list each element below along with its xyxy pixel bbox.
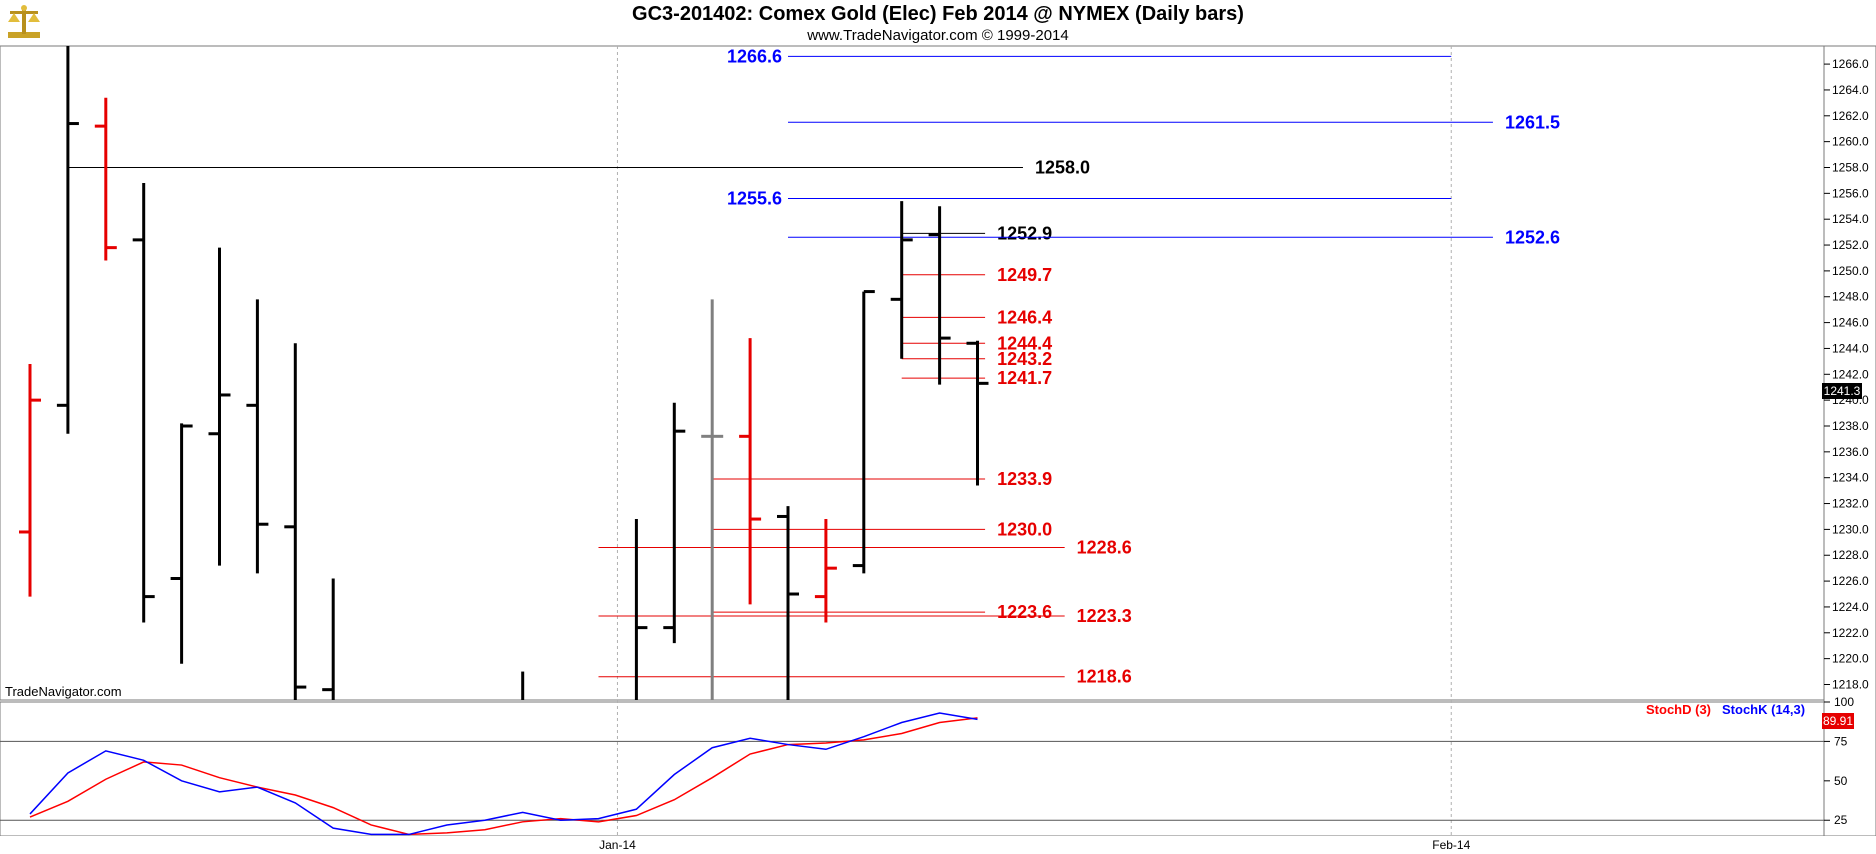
price-tick-label: 1236.0	[1832, 445, 1869, 459]
fib-level-label: 1255.6	[727, 189, 782, 209]
price-tick-label: 1218.0	[1832, 677, 1869, 691]
fib-level-label: 1230.0	[997, 519, 1052, 539]
time-axis-labels: Jan-14 Feb-14	[599, 838, 1470, 852]
price-tick-label: 1220.0	[1832, 652, 1869, 666]
stoch-d-legend: StochD (3)	[1646, 702, 1711, 717]
fib-level-label: 1243.2	[997, 349, 1052, 369]
ohlc-bar	[777, 506, 799, 700]
fib-level-label: 1223.6	[997, 602, 1052, 622]
price-tick-label: 1246.0	[1832, 316, 1869, 330]
price-axis-ticks: 1266.0 1264.0 1262.0 1260.0 1258.0 1256.0 1254…	[1824, 57, 1869, 691]
fib-level-label: 1228.6	[1077, 537, 1132, 557]
stoch-tick-label: 50	[1834, 774, 1848, 788]
fib-level-label: 1252.9	[997, 223, 1052, 243]
ohlc-bar	[966, 340, 989, 486]
stoch-axis-ticks: 100 75 50 25	[1824, 695, 1854, 827]
price-tick-label: 1248.0	[1832, 290, 1869, 304]
ohlc-bar	[284, 343, 307, 700]
stoch-panel[interactable]	[0, 701, 1825, 837]
fib-level-label: 1241.7	[997, 368, 1052, 388]
ohlc-bar	[246, 299, 269, 574]
fib-level-label: 1258.0	[1035, 157, 1090, 177]
price-tick-label: 1230.0	[1832, 522, 1869, 536]
gold-scale-icon	[8, 5, 40, 38]
fib-level-label: 1266.6	[727, 46, 782, 66]
chart-header: GC3-201402: Comex Gold (Elec) Feb 2014 @…	[0, 0, 1876, 46]
time-axis-label: Jan-14	[599, 838, 636, 852]
fib-levels: 1266.6 1261.5 1258.0 1255.6 1252.9 1252.6 1249…	[67, 46, 1560, 687]
price-tick-label: 1266.0	[1832, 57, 1869, 71]
last-price-label: 1241.3	[1824, 384, 1861, 398]
fib-level-label: 1252.6	[1505, 227, 1560, 247]
price-tick-label: 1224.0	[1832, 600, 1869, 614]
stoch-last-label: 89.91	[1823, 714, 1853, 728]
ohlc-bar	[94, 97, 117, 261]
ohlc-bar	[19, 363, 41, 597]
fib-level-label: 1249.7	[997, 265, 1052, 285]
stoch-tick-label: 75	[1834, 734, 1848, 748]
price-tick-label: 1222.0	[1832, 626, 1869, 640]
ohlc-bar	[814, 519, 837, 623]
fib-level-label: 1261.5	[1505, 112, 1560, 132]
price-panel[interactable]	[0, 45, 1825, 701]
fib-level-label: 1244.4	[997, 333, 1052, 353]
stoch-tick-label: 100	[1834, 695, 1854, 709]
price-tick-label: 1250.0	[1832, 264, 1869, 278]
price-axis	[1823, 45, 1876, 837]
price-tick-label: 1238.0	[1832, 419, 1869, 433]
stoch-tick-label: 25	[1834, 813, 1848, 827]
ohlc-bar	[852, 290, 875, 574]
ohlc-bar	[132, 183, 155, 623]
ohlc-bars	[19, 46, 989, 700]
ohlc-bar	[634, 519, 648, 700]
stoch-k-line	[29, 712, 978, 836]
ohlc-bar	[890, 201, 913, 359]
time-axis-label: Feb-14	[1432, 838, 1470, 852]
ohlc-bar	[56, 46, 79, 434]
ohlc-bar	[322, 578, 335, 700]
price-tick-label: 1234.0	[1832, 471, 1869, 485]
ohlc-bar	[663, 402, 686, 644]
chart-subtitle: www.TradeNavigator.com © 1999-2014	[807, 27, 1069, 44]
price-tick-label: 1252.0	[1832, 238, 1869, 252]
price-tick-label: 1232.0	[1832, 497, 1869, 511]
grid-lines	[0, 46, 1824, 836]
fib-level-label: 1233.9	[997, 469, 1052, 489]
price-tick-label: 1244.0	[1832, 341, 1869, 355]
price-tick-label: 1260.0	[1832, 135, 1869, 149]
price-tick-label: 1256.0	[1832, 186, 1869, 200]
price-tick-label: 1264.0	[1832, 83, 1869, 97]
fib-level-label: 1218.6	[1077, 667, 1132, 687]
chart-title: GC3-201402: Comex Gold (Elec) Feb 2014 @…	[632, 3, 1244, 25]
price-tick-label: 1226.0	[1832, 574, 1869, 588]
fib-level-label: 1246.4	[997, 307, 1052, 327]
ohlc-bar	[928, 206, 951, 385]
stoch-last-badge	[1822, 713, 1854, 729]
price-tick-label: 1258.0	[1832, 160, 1869, 174]
stochastic-lines	[29, 712, 978, 836]
ohlc-bar	[170, 423, 193, 664]
stoch-k-legend: StochK (14,3)	[1722, 702, 1805, 717]
price-tick-label: 1242.0	[1832, 367, 1869, 381]
ohlc-bar	[739, 338, 762, 605]
last-price-badge	[1822, 383, 1862, 399]
price-tick-label: 1262.0	[1832, 109, 1869, 123]
ohlc-bar	[208, 247, 231, 566]
price-tick-label: 1228.0	[1832, 548, 1869, 562]
ohlc-bar	[701, 299, 724, 700]
watermark-text: TradeNavigator.com	[5, 684, 122, 699]
price-tick-label: 1254.0	[1832, 212, 1869, 226]
stoch-d-line	[29, 717, 978, 836]
time-axis	[0, 836, 1876, 854]
fib-level-label: 1223.3	[1077, 606, 1132, 626]
